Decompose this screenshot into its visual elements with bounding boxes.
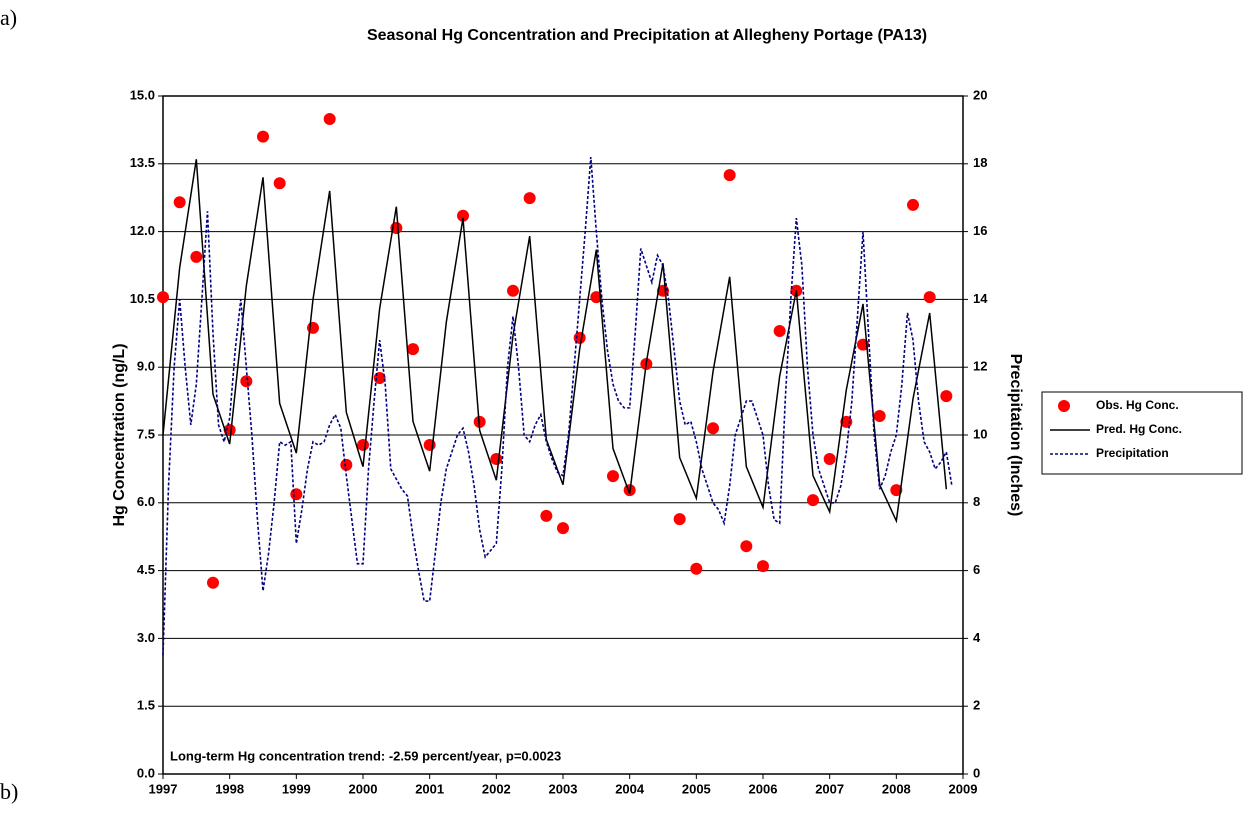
obs-point: [157, 291, 169, 304]
obs-point: [290, 488, 303, 501]
y-tick-label: 13.5: [130, 155, 155, 170]
y2-tick-label: 0: [973, 765, 980, 780]
y-axis-label: Hg Concentration (ng/L): [111, 343, 128, 526]
y-tick-label: 0.0: [137, 765, 155, 780]
x-tick-label: 2009: [949, 781, 978, 796]
obs-point: [523, 192, 536, 205]
legend-swatch: [1058, 400, 1070, 412]
y-tick-label: 4.5: [137, 562, 155, 577]
pred-line: [162, 159, 948, 524]
x-tick-label: 2006: [749, 781, 778, 796]
obs-point: [873, 410, 886, 423]
y2-tick-label: 16: [973, 223, 987, 238]
obs-point: [757, 560, 769, 573]
y2-tick-label: 14: [973, 291, 988, 306]
x-tick-label: 1997: [149, 781, 178, 796]
obs-point: [173, 196, 186, 209]
obs-point: [840, 415, 853, 428]
legend-label: Precipitation: [1096, 446, 1169, 460]
x-tick-label: 2007: [815, 781, 844, 796]
x-tick-label: 1999: [282, 781, 311, 796]
y-tick-label: 12.0: [130, 223, 155, 238]
x-tick-label: 2008: [882, 781, 911, 796]
obs-point: [690, 562, 703, 575]
obs-point: [807, 494, 819, 507]
x-tick-label: 2004: [615, 781, 645, 796]
x-tick-label: 2003: [549, 781, 578, 796]
obs-point: [407, 343, 419, 356]
obs-point: [507, 284, 519, 297]
obs-point: [740, 540, 753, 553]
legend-label: Pred. Hg Conc.: [1096, 422, 1182, 436]
obs-point: [457, 209, 469, 222]
obs-point: [190, 250, 203, 263]
obs-point: [707, 422, 719, 435]
x-tick-label: 2001: [415, 781, 444, 796]
y-tick-label: 3.0: [137, 630, 155, 645]
obs-point: [357, 438, 369, 451]
obs-point: [773, 325, 786, 338]
obs-point: [540, 509, 553, 522]
x-tick-label: 1998: [215, 781, 244, 796]
y-tick-label: 15.0: [130, 87, 155, 102]
annotation: Long-term Hg concentration trend: -2.59 …: [170, 748, 561, 763]
legend-box: [1041, 391, 1243, 475]
obs-point: [340, 458, 353, 471]
obs-point: [907, 198, 919, 211]
x-tick-label: 2005: [682, 781, 711, 796]
x-tick-label: 2002: [482, 781, 511, 796]
y2-tick-label: 20: [973, 87, 987, 102]
obs-point: [257, 130, 269, 143]
y-tick-label: 1.5: [137, 698, 155, 713]
obs-point: [273, 177, 286, 190]
legend-label: Obs. Hg Conc.: [1096, 398, 1179, 412]
y2-tick-label: 12: [973, 359, 987, 374]
chart-title: Seasonal Hg Concentration and Precipitat…: [367, 27, 927, 44]
y2-tick-label: 18: [973, 155, 987, 170]
obs-point: [240, 375, 253, 388]
y2-tick-label: 4: [973, 630, 981, 645]
precip-line: [162, 156, 953, 656]
obs-point: [207, 576, 219, 589]
obs-point: [323, 113, 336, 126]
obs-point: [723, 169, 736, 182]
y-tick-label: 7.5: [137, 426, 155, 441]
obs-point: [940, 390, 953, 403]
obs-point: [823, 452, 836, 465]
y-tick-label: 6.0: [137, 494, 155, 509]
y-tick-label: 9.0: [137, 359, 155, 374]
obs-point: [923, 291, 936, 304]
y2-tick-label: 10: [973, 426, 987, 441]
panel-label: b): [0, 779, 18, 804]
obs-point: [673, 513, 686, 526]
obs-point: [607, 470, 619, 483]
y2-tick-label: 2: [973, 698, 980, 713]
panel-label: a): [0, 5, 17, 30]
obs-point: [490, 452, 503, 465]
obs-point: [557, 522, 569, 535]
y2-tick-label: 6: [973, 562, 980, 577]
x-tick-label: 2000: [349, 781, 378, 796]
y2-tick-label: 8: [973, 494, 980, 509]
obs-point: [890, 484, 903, 497]
obs-point: [423, 438, 436, 451]
y-tick-label: 10.5: [130, 291, 155, 306]
y2-axis-label: Precipitation (Inches): [1007, 354, 1024, 517]
